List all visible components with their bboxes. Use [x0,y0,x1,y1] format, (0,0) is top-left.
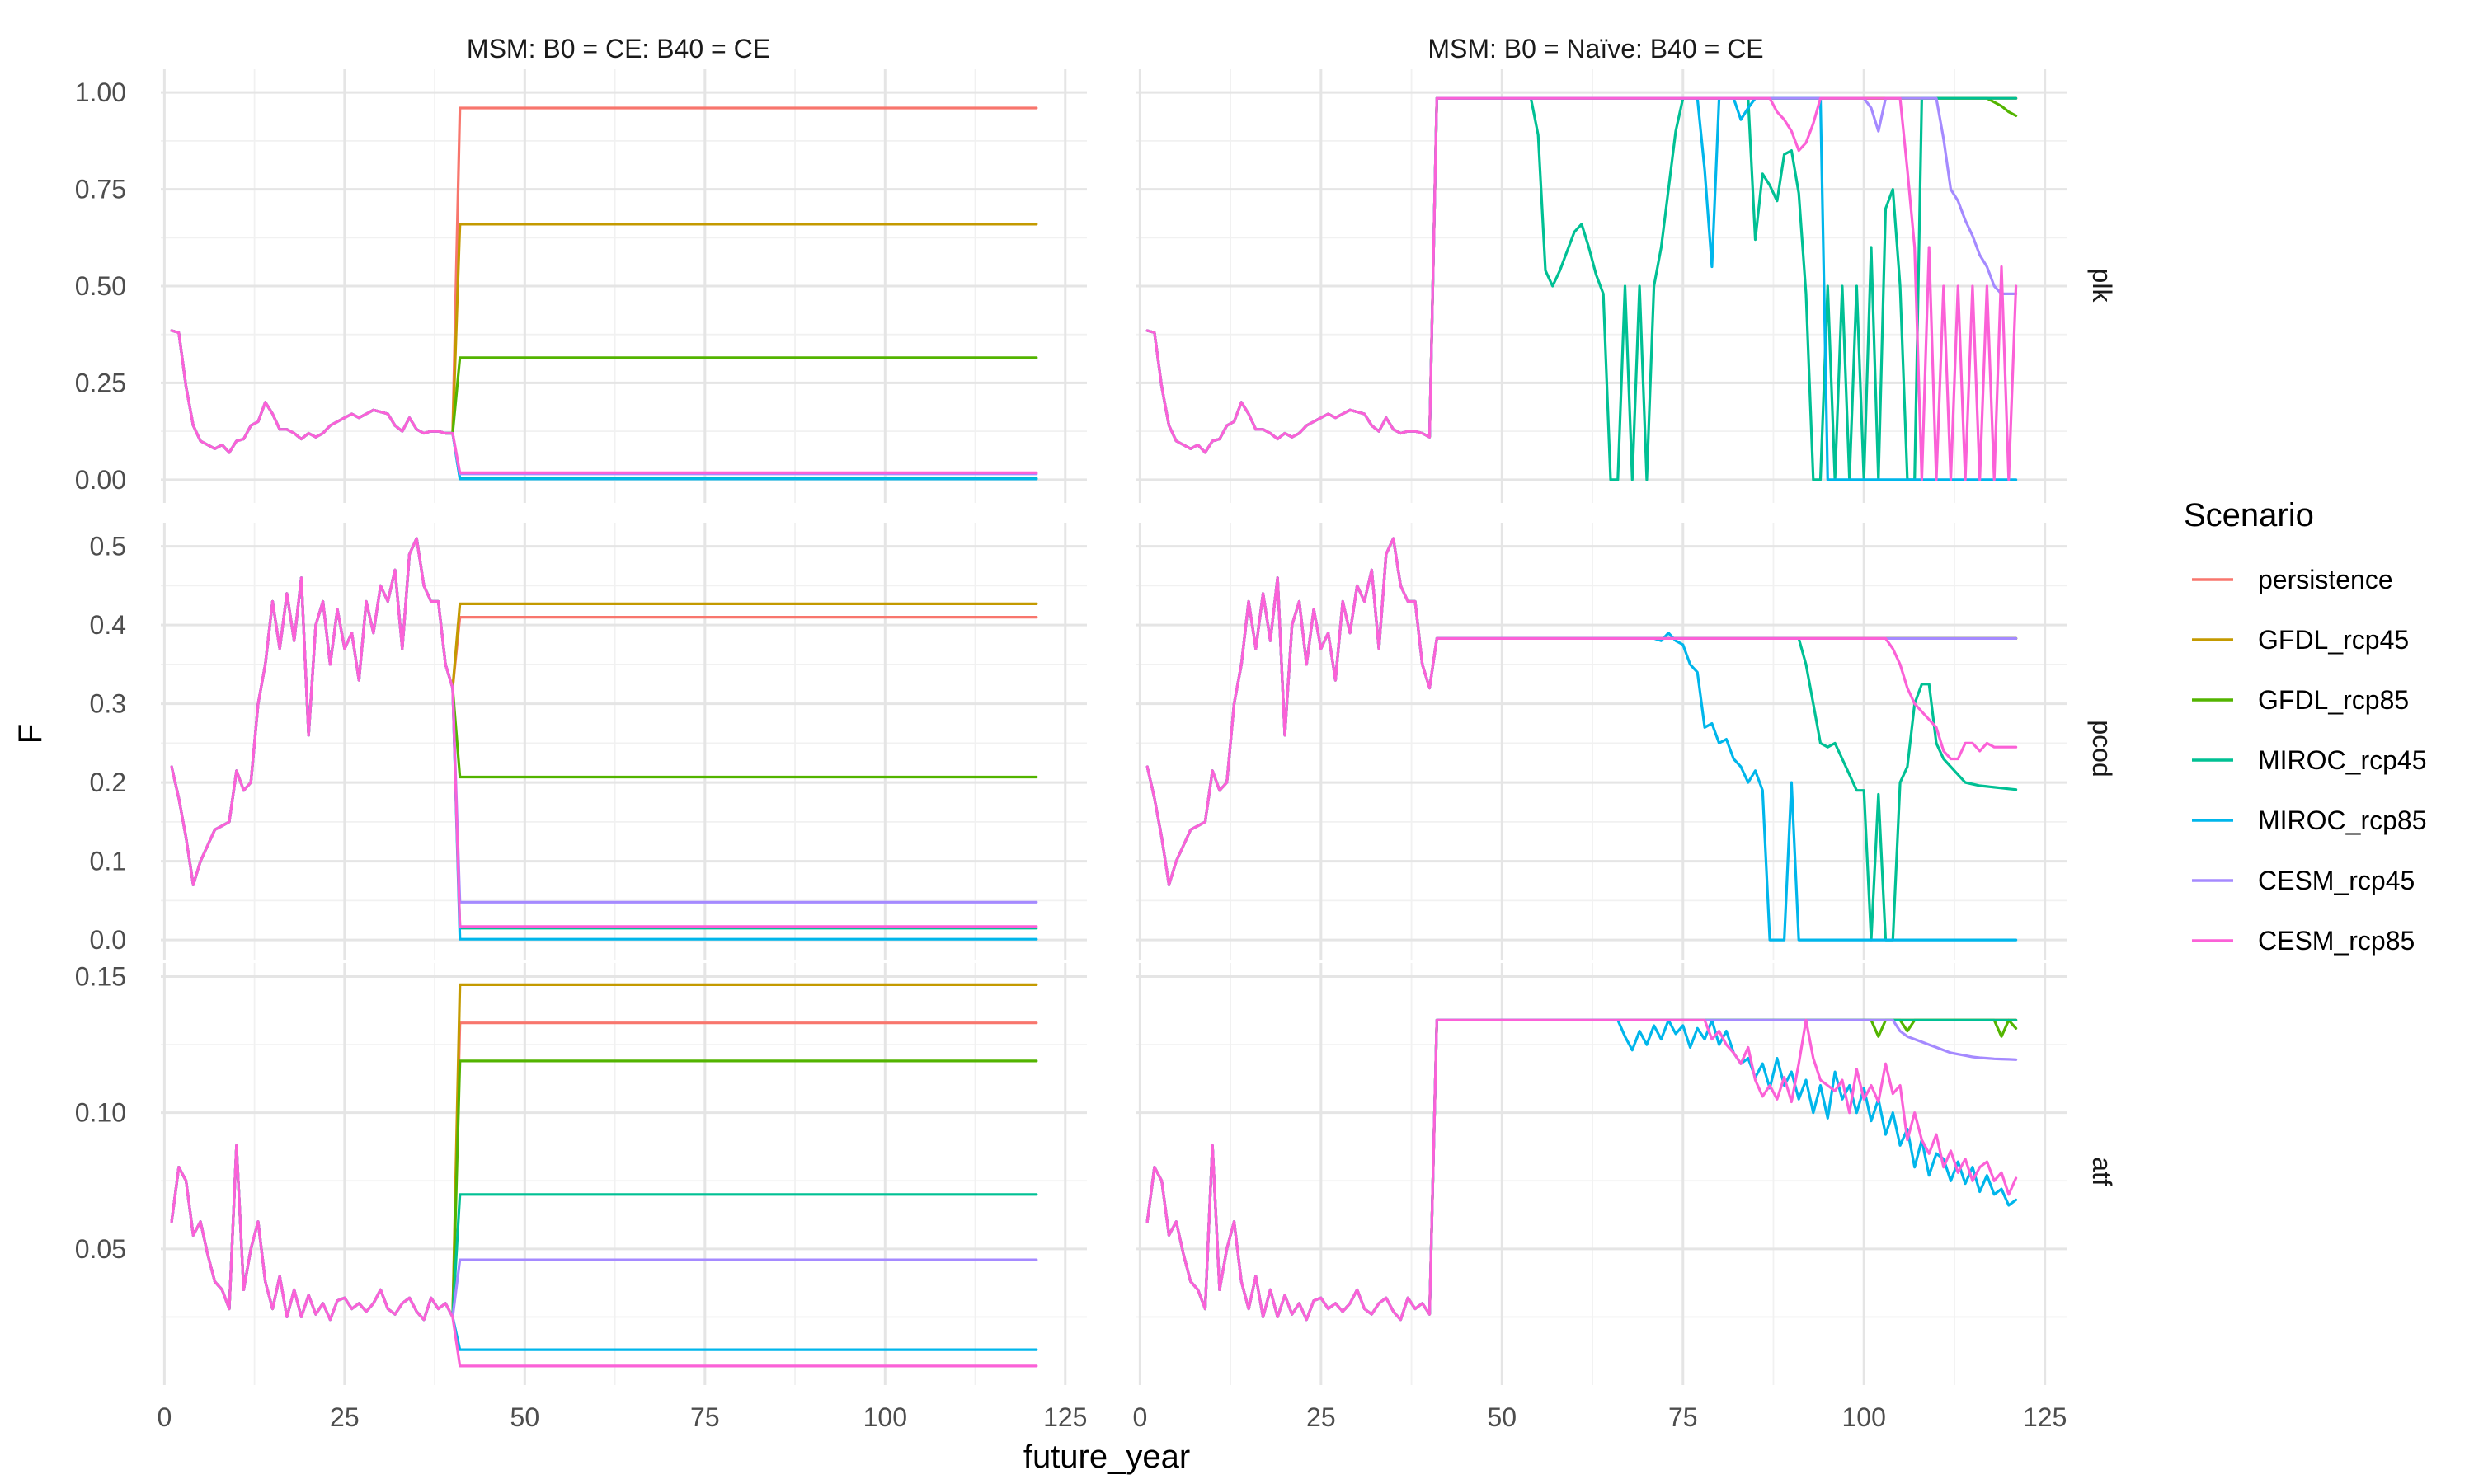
y-tick-label: 0.1 [90,847,126,876]
legend-item: GFDL_rcp45 [2192,625,2409,655]
legend-title: Scenario [2184,497,2314,533]
legend-label: GFDL_rcp85 [2258,685,2409,715]
panel-plk-ce: 0.00 0.25 0.50 0.75 1.00 [75,69,1087,503]
series-line-cesm-rcp85 [1145,1018,2018,1322]
series-line-cesm-rcp85 [170,329,1038,474]
y-tick-label: 0.5 [90,532,126,561]
series-group [170,983,1038,1368]
column-strip-naive: MSM: B0 = Naïve: B40 = CE [1427,34,1763,63]
series-group [170,106,1038,481]
series-line-cesm-rcp85 [1145,96,2018,481]
x-tick-label: 100 [1842,1402,1886,1432]
y-tick-label: 0.05 [75,1234,126,1264]
series-line-cesm-rcp85 [1145,537,2018,886]
row-strip-pcod: pcod [2087,720,2117,777]
series-group [170,537,1038,941]
x-tick-label: 50 [510,1402,540,1432]
series-line-cesm-rcp85 [170,537,1038,928]
series-group [1145,537,2018,942]
facet-strips: MSM: B0 = CE: B40 = CE MSM: B0 = Naïve: … [467,34,2117,1186]
x-tick-label: 75 [1668,1402,1698,1432]
series-line-cesm-rcp85 [170,1144,1038,1368]
x-tick-label: 25 [330,1402,360,1432]
legend-item: GFDL_rcp85 [2192,685,2409,715]
legend-label: CESM_rcp45 [2258,866,2415,895]
y-axis-title: F [12,724,49,744]
series-group [1145,96,2018,481]
row-strip-plk: plk [2087,269,2117,303]
legend-item: MIROC_rcp45 [2192,745,2427,775]
y-tick-label: 0.10 [75,1098,126,1128]
legend-label: persistence [2258,565,2393,594]
y-tick-label: 1.00 [75,77,126,107]
column-strip-ce: MSM: B0 = CE: B40 = CE [467,34,770,63]
y-tick-label: 0.2 [90,768,126,797]
x-tick-label: 75 [690,1402,720,1432]
panel-background [161,963,1087,1385]
y-tick-label: 0.3 [90,689,126,719]
panel-pcod-naive [1136,523,2067,960]
y-tick-label: 0.15 [75,962,126,992]
legend-label: MIROC_rcp85 [2258,805,2427,835]
legend-label: CESM_rcp85 [2258,926,2415,956]
legend: Scenario persistence GFDL_rcp45 GFDL_rcp85… [2184,497,2427,956]
x-tick-label: 125 [2023,1402,2067,1432]
x-tick-label: 125 [1043,1402,1087,1432]
series-group [1145,1018,2018,1322]
legend-item: persistence [2192,565,2393,594]
panel-layer: 0.000.250.500.751.000.00.10.20.30.40.50.… [75,69,2067,1432]
legend-item: CESM_rcp45 [2192,866,2415,895]
legend-item: CESM_rcp85 [2192,926,2415,956]
legend-item: MIROC_rcp85 [2192,805,2427,835]
panel-background [1136,963,2067,1385]
x-tick-label: 0 [157,1402,172,1432]
panel-pcod-ce: 0.0 0.1 0.2 0.3 0.4 0.5 [90,523,1087,960]
y-tick-label: 0.25 [75,368,126,397]
legend-label: MIROC_rcp45 [2258,745,2427,775]
x-axis-title: future_year [1023,1439,1190,1475]
x-tick-label: 0 [1132,1402,1147,1432]
x-tick-label: 25 [1306,1402,1336,1432]
y-tick-label: 0.0 [90,925,126,955]
x-tick-label: 50 [1488,1402,1517,1432]
y-tick-label: 0.75 [75,175,126,204]
panel-plk-naive [1136,69,2067,503]
panel-background [161,523,1087,960]
row-strip-atf: atf [2087,1157,2117,1186]
panel-atf-naive: 0 25 50 75 100 125 [1132,963,2067,1432]
panel-atf-ce: 0.05 0.10 0.15 0 25 50 75 100 125 [75,962,1088,1432]
legend-label: GFDL_rcp45 [2258,625,2409,655]
y-tick-label: 0.00 [75,465,126,495]
y-tick-label: 0.4 [90,610,126,640]
x-tick-label: 100 [863,1402,907,1432]
y-tick-label: 0.50 [75,271,126,301]
